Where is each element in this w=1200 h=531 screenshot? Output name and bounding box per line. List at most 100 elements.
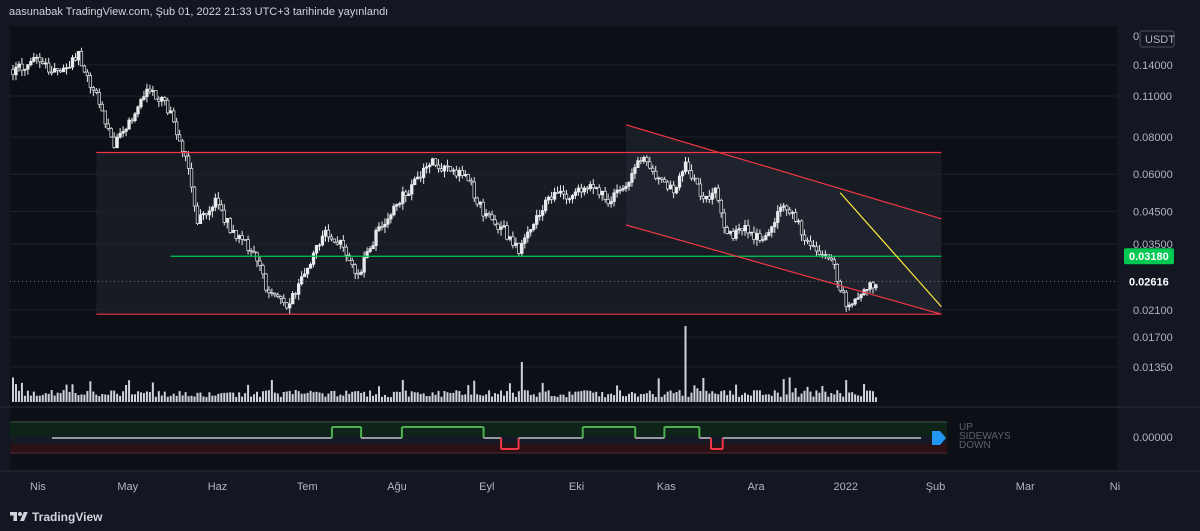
volume-bar <box>407 396 410 402</box>
x-tick-label: Kas <box>657 481 676 493</box>
candle-body <box>731 231 735 239</box>
volume-bar <box>604 397 607 402</box>
volume-bar <box>363 391 366 402</box>
candle-body <box>252 251 256 254</box>
candle-body <box>50 71 54 74</box>
volume-bar <box>92 391 95 402</box>
volume-bar <box>294 390 297 402</box>
candle-body <box>148 88 152 92</box>
candle-body <box>844 291 848 308</box>
volume-bar <box>235 396 238 402</box>
candle-body <box>523 237 527 244</box>
candle-body <box>820 254 825 256</box>
volume-bar <box>217 393 220 402</box>
candle-body <box>297 283 301 295</box>
candle-body <box>344 246 348 256</box>
candle-body <box>311 252 316 265</box>
x-tick-label: Şub <box>926 481 946 493</box>
candle-body <box>121 131 125 134</box>
volume-bar <box>157 391 160 402</box>
candle-body <box>707 195 711 200</box>
candle-body <box>198 214 203 224</box>
volume-bar <box>678 390 681 402</box>
level-price-tag <box>1124 248 1174 265</box>
osc-marker-icon <box>932 431 946 445</box>
volume-bar <box>851 392 854 402</box>
volume-bar <box>419 394 422 402</box>
footer-bar: TradingView <box>0 503 1200 531</box>
volume-bar <box>241 396 244 402</box>
candle-body <box>683 161 688 172</box>
candle-body <box>332 238 337 243</box>
volume-bar <box>520 362 523 402</box>
candle-body <box>529 229 533 233</box>
candle-body <box>240 235 244 240</box>
volume-bar <box>357 391 360 402</box>
volume-bar <box>214 395 217 402</box>
volume-bar <box>741 394 744 402</box>
volume-bar <box>202 396 205 402</box>
candle-body <box>395 204 399 207</box>
volume-bar <box>708 393 711 402</box>
candle-body <box>401 191 405 204</box>
volume-bar <box>746 394 749 402</box>
candle-body <box>273 293 277 296</box>
candle-body <box>11 69 15 76</box>
volume-bar <box>868 390 871 402</box>
candle-body <box>291 293 295 305</box>
candle-body <box>368 248 372 252</box>
candle-body <box>859 294 863 299</box>
y-tick-label: 0.06000 <box>1133 169 1173 181</box>
candle-body <box>237 235 241 239</box>
volume-bar <box>136 391 139 402</box>
volume-bar <box>726 395 729 402</box>
candle-body <box>195 205 200 224</box>
candle-body <box>636 160 640 168</box>
volume-bar <box>297 391 300 402</box>
candle-body <box>166 99 170 114</box>
candle-body <box>734 229 738 239</box>
candle-body <box>82 65 87 73</box>
candle-body <box>814 246 819 252</box>
candle-body <box>487 213 491 216</box>
candle-body <box>710 192 714 200</box>
volume-bar <box>684 326 687 402</box>
volume-bar <box>229 392 232 402</box>
candle-body <box>44 62 48 65</box>
candle-body <box>180 140 185 152</box>
volume-bar <box>687 396 690 402</box>
candle-body <box>805 239 810 242</box>
candle-body <box>686 161 691 171</box>
osc-value-label: 0.00000 <box>1133 432 1173 444</box>
last-price-tag <box>1124 273 1174 290</box>
footer-brand: TradingView <box>32 510 103 524</box>
candle-body <box>853 298 857 305</box>
candle-body <box>648 161 652 169</box>
candle-body <box>484 213 488 217</box>
candle-body <box>225 218 229 223</box>
candle-body <box>127 119 131 130</box>
volume-bar <box>169 395 172 402</box>
volume-bar <box>672 393 675 402</box>
candle-body <box>561 190 566 195</box>
volume-bar <box>517 391 520 402</box>
chart-frame[interactable]: UP SIDEWAYS DOWN 0.00000 0.14000 0.11000 0.08… <box>0 26 1200 503</box>
volume-bar <box>824 391 827 402</box>
candle-body <box>163 96 167 101</box>
candle-body <box>695 177 700 185</box>
candle-body <box>213 197 217 208</box>
candle-body <box>288 303 292 309</box>
volume-bar <box>154 396 157 402</box>
candle-body <box>490 214 494 221</box>
volume-bar <box>500 390 503 402</box>
volume-bar <box>342 395 345 402</box>
candle-body <box>314 245 319 254</box>
volume-bar <box>38 395 41 402</box>
x-tick-label: May <box>117 481 138 493</box>
candle-body <box>829 257 833 261</box>
volume-bar <box>860 396 863 402</box>
volume-bar <box>437 390 440 402</box>
candle-body <box>671 184 676 194</box>
candle-body <box>665 181 670 190</box>
